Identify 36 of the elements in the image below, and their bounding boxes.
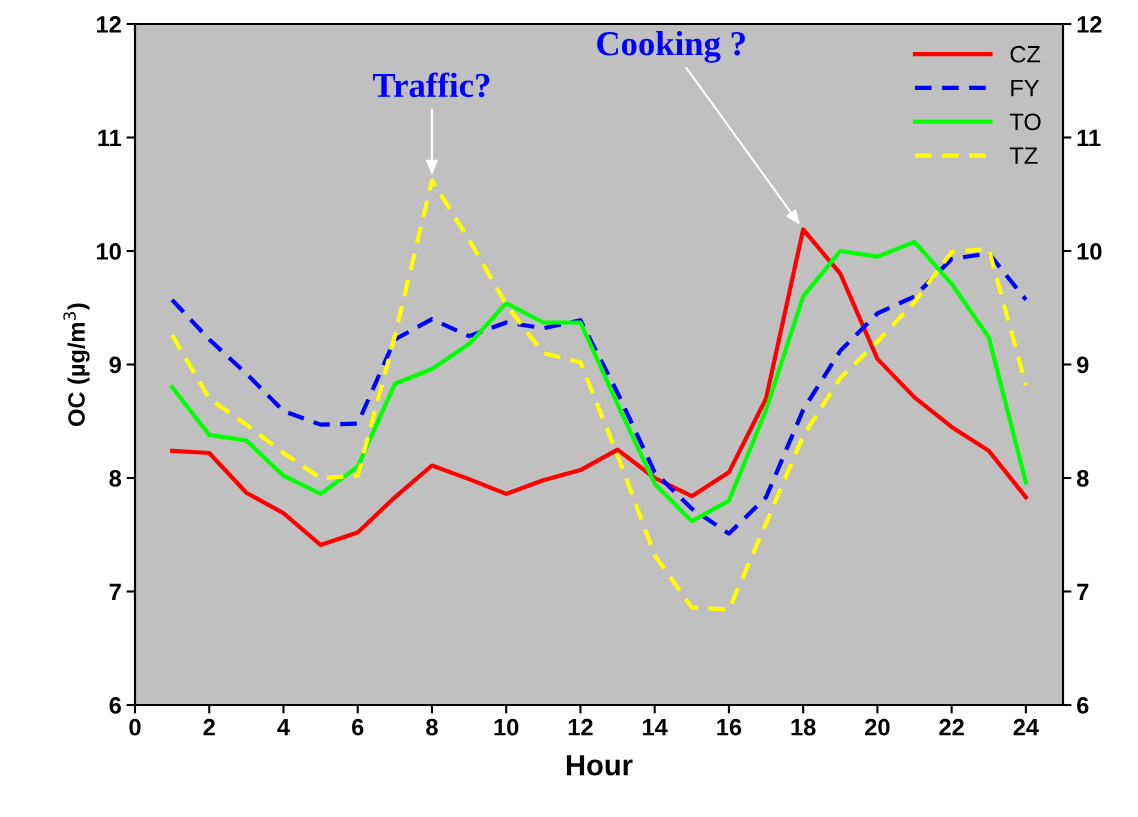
x-tick-label: 8 [426, 718, 438, 736]
y-tick-label: 10 [97, 243, 121, 260]
y-tick-label: 8 [109, 470, 122, 487]
y-tick-label: 7 [109, 583, 121, 601]
legend-label: CZ [1010, 45, 1041, 63]
y2-tick-label: 9 [1077, 356, 1089, 374]
y-axis-title: OC (µg/m$^{3}$) [63, 303, 90, 426]
y2-tick-label: 7 [1077, 583, 1089, 601]
x-tick-label: 4 [277, 719, 290, 736]
y-tick-label: 12 [97, 16, 121, 33]
y2-tick-label: 8 [1076, 470, 1089, 487]
y-tick-label: 9 [109, 356, 121, 374]
x-tick-label: 2 [203, 718, 215, 736]
line-series [170, 178, 1028, 612]
legend-label: FY [1011, 79, 1040, 97]
x-tick-label: 6 [352, 718, 364, 736]
x-axis-title: Hour [566, 755, 633, 776]
x-tick-label: 18 [791, 718, 816, 736]
x-tick-label: 14 [643, 719, 668, 736]
y-tick-label: 6 [109, 697, 121, 714]
y2-tick-label: 6 [1077, 697, 1089, 714]
legend-label: TO [1009, 113, 1041, 131]
x-tick-label: 0 [129, 718, 141, 736]
y2-tick-label: 11 [1077, 129, 1101, 147]
annotation: Traffic? [373, 72, 490, 98]
y2-tick-label: 10 [1077, 243, 1102, 260]
x-tick-label: 12 [568, 718, 593, 736]
annotation: Cooking ? [597, 31, 745, 63]
legend-label: TZ [1009, 147, 1038, 164]
y-tick-label: 11 [98, 129, 122, 147]
x-tick-label: 16 [717, 718, 742, 736]
x-tick-label: 10 [494, 718, 519, 736]
x-tick-label: 22 [939, 718, 964, 736]
y2-tick-label: 12 [1077, 16, 1102, 33]
x-tick-label: 24 [1013, 718, 1039, 736]
x-tick-label: 20 [865, 718, 890, 736]
